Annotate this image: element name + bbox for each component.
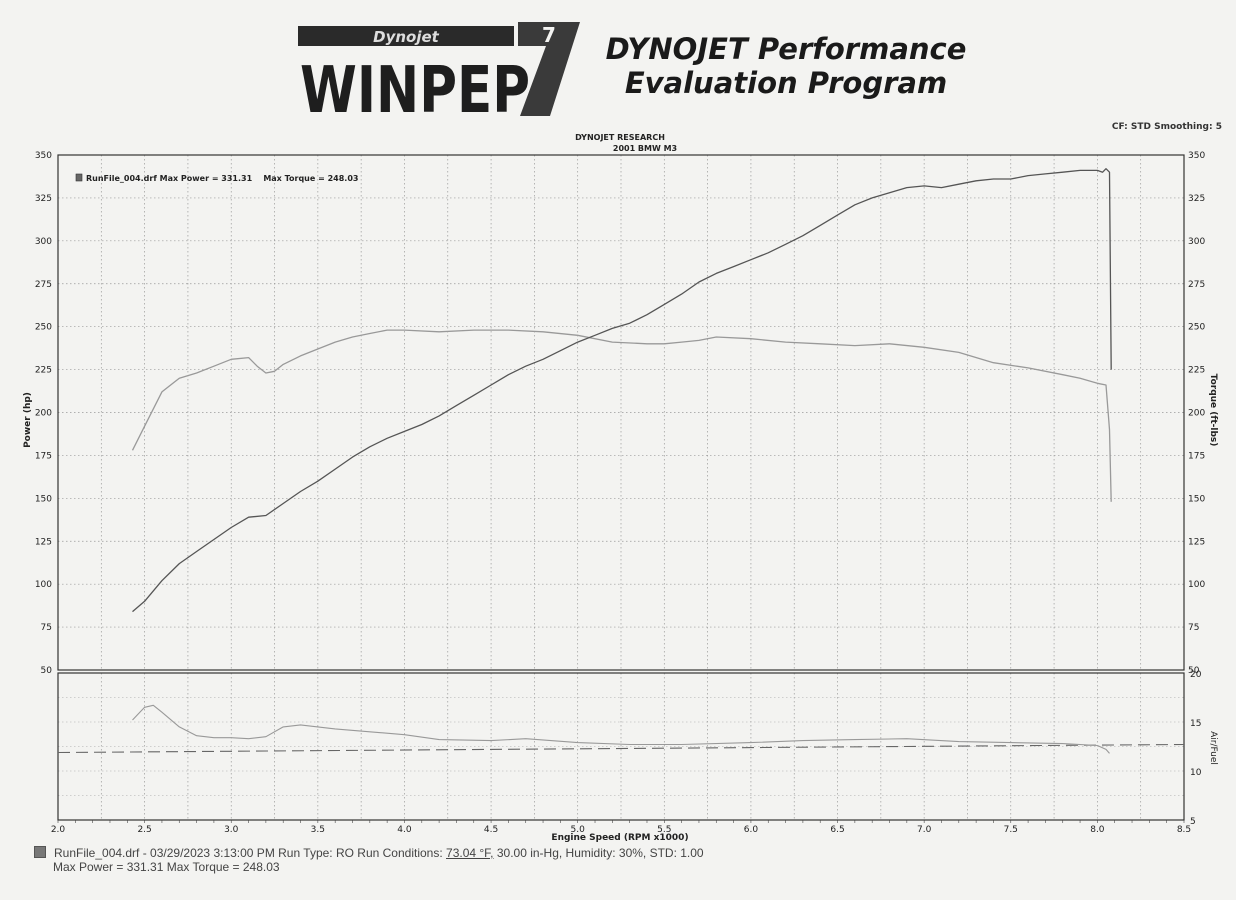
power-tick-label: 75 [41,623,52,633]
run-info-line-1: RunFile_004.drf - 03/29/2023 3:13:00 PM … [34,846,704,860]
x-tick-label: 7.5 [1004,825,1018,835]
power-tick-label: 300 [35,237,52,247]
series-group [57,168,1185,754]
torque-tick-label: 125 [1188,537,1205,547]
torque-tick-label: 175 [1188,451,1205,461]
x-tick-label: 7.0 [917,825,932,835]
torque-axis-label: Torque (ft-lbs) [1208,374,1218,447]
logo-small-text: Dynojet [373,28,440,46]
power-tick-label: 225 [35,366,52,376]
logo-big-text: WINPEP [300,54,530,120]
power-tick-label: 200 [35,409,52,419]
legend-text: RunFile_004.drf Max Power = 331.31 Max T… [86,174,358,183]
afr-reference-line [57,743,1185,754]
axis-labels: 50 50 75 75 100 100 125 125 150 150 175 175 200 200 22… [35,151,1206,835]
afr-series-line [132,704,1110,754]
torque-tick-label: 225 [1188,366,1205,376]
run-info-footer: RunFile_004.drf - 03/29/2023 3:13:00 PM … [34,846,704,874]
x-tick-label: 5.5 [657,825,671,835]
power-tick-label: 325 [35,194,52,204]
x-tick-label: 2.0 [51,825,66,835]
power-grid [57,154,1185,671]
afr-tick-label: 15 [1190,719,1201,729]
heading-line-1: DYNOJET Performance [605,32,967,66]
power-tick-label: 350 [35,151,52,161]
power-tick-label: 175 [35,451,52,461]
afr-tick-label: 5 [1190,817,1196,827]
power-tick-label: 275 [35,280,52,290]
power-tick-label: 50 [41,666,53,676]
torque-tick-label: 350 [1188,151,1205,161]
torque-tick-label: 75 [1188,623,1199,633]
x-tick-label: 2.5 [137,825,151,835]
torque-tick-label: 275 [1188,280,1205,290]
run-conditions-text: 30.00 in-Hg, Humidity: 30%, STD: 1.00 [493,846,704,860]
afr-plot-frame [57,672,1185,821]
winpep-logo: Dynojet WINPEP 7 [298,22,580,120]
torque-tick-label: 250 [1188,323,1205,333]
torque-tick-label: 100 [1188,580,1205,590]
heading-line-2: Evaluation Program [624,66,948,100]
power-tick-label: 100 [35,580,52,590]
afr-tick-label: 10 [1190,768,1202,778]
x-tick-label: 5.0 [571,825,586,835]
chart-title: DYNOJET RESEARCH [575,133,665,142]
afr-grid [57,672,1185,821]
x-tick-label: 3.5 [311,825,325,835]
x-tick-label: 4.5 [484,825,498,835]
torque-series-line [131,329,1112,502]
x-tick-label: 6.5 [830,825,844,835]
power-series-line [132,168,1112,613]
x-tick-label: 6.0 [744,825,759,835]
logo-number: 7 [542,23,556,47]
x-tick-label: 4.0 [397,825,412,835]
program-heading: DYNOJET Performance Evaluation Program [596,32,976,100]
power-tick-label: 250 [35,323,52,333]
x-tick-label: 8.0 [1090,825,1105,835]
power-plot-frame [57,154,1185,671]
run-info-line-2: Max Power = 331.31 Max Torque = 248.03 [53,860,280,874]
legend-swatch [75,173,83,182]
correction-factor-label: CF: STD Smoothing: 5 [1111,122,1222,132]
run-info-text: RunFile_004.drf - 03/29/2023 3:13:00 PM … [54,846,447,860]
power-tick-label: 150 [35,494,52,504]
run-swatch [34,846,46,858]
x-axis-label: Engine Speed (RPM x1000) [551,833,688,843]
torque-tick-label: 50 [1188,666,1200,676]
torque-tick-label: 325 [1188,194,1205,204]
torque-tick-label: 150 [1188,494,1205,504]
torque-tick-label: 300 [1188,237,1205,247]
afr-tick-label: 20 [1190,670,1202,680]
x-tick-label: 8.5 [1177,825,1191,835]
torque-tick-label: 200 [1188,409,1205,419]
x-tick-label: 3.0 [224,825,239,835]
run-temperature: 73.04 °F, [446,846,494,860]
power-axis-label: Power (hp) [23,392,33,448]
power-tick-label: 125 [35,537,52,547]
afr-axis-label: Air/Fuel [1208,731,1218,765]
chart-subtitle: 2001 BMW M3 [613,144,677,153]
